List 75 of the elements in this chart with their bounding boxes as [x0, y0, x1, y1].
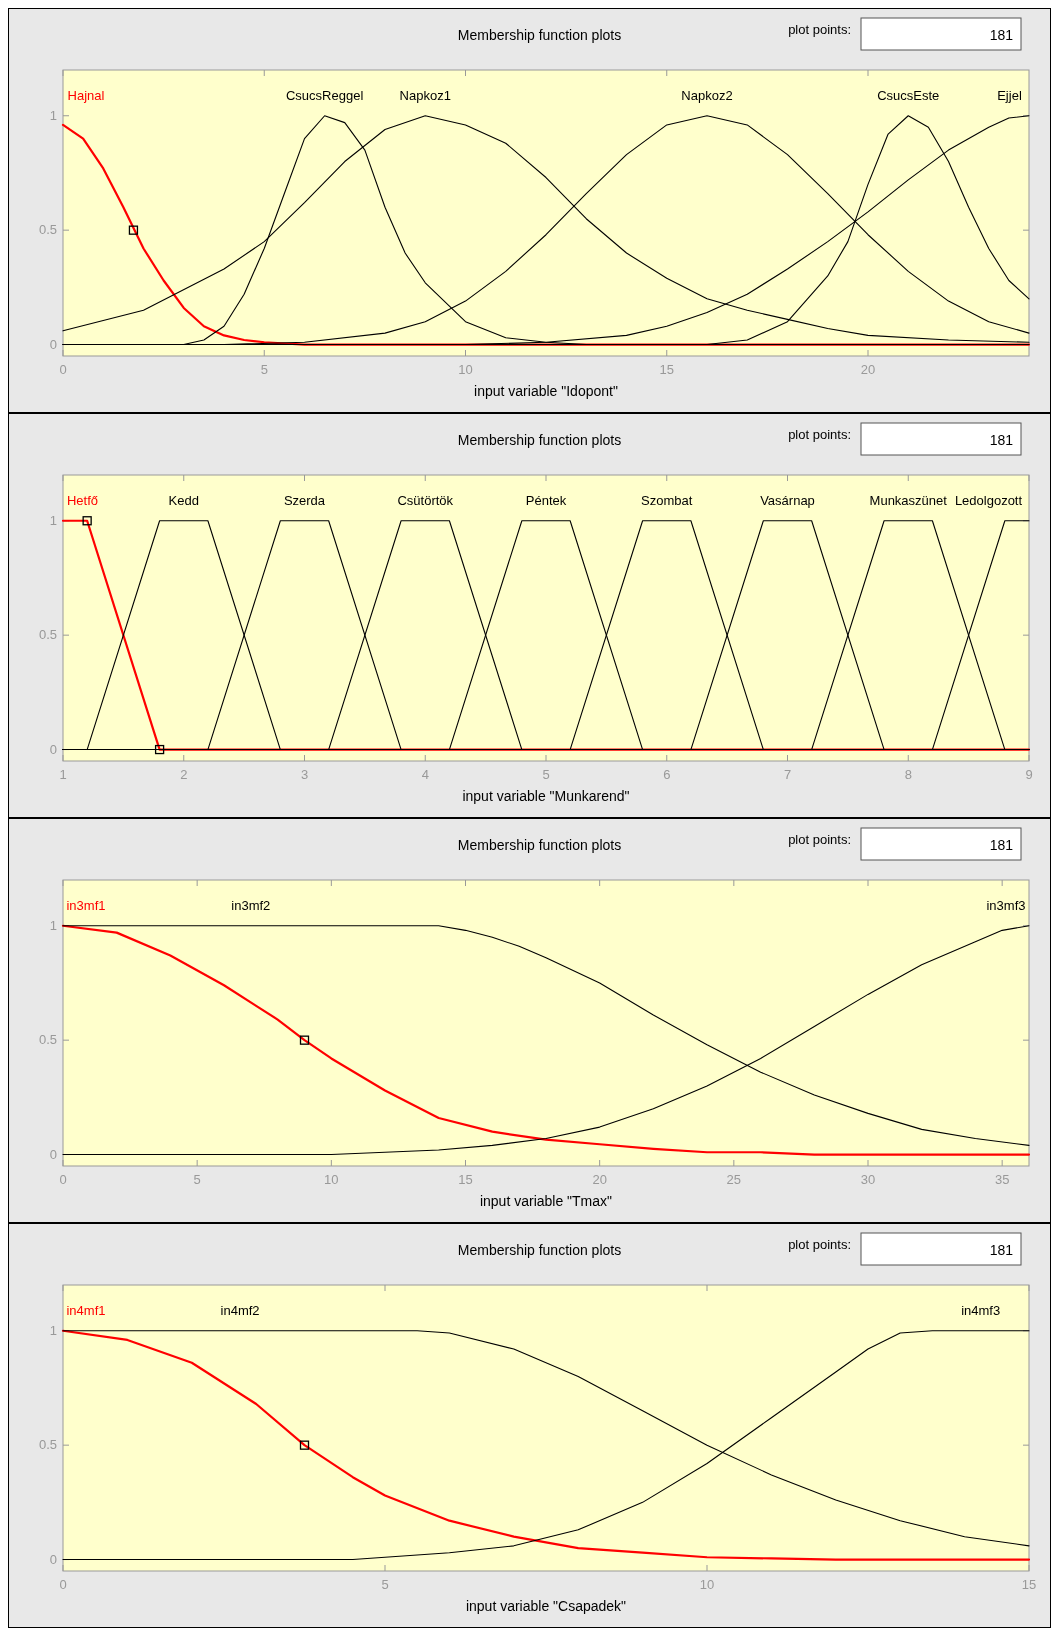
x-tick-label: 9 [1025, 767, 1033, 782]
x-tick-label: 15 [1021, 1577, 1037, 1592]
text: plot points: [788, 427, 851, 442]
x-tick-label: 5 [260, 362, 268, 377]
text-field: 181 [860, 827, 1022, 861]
y-tick-label: 0 [49, 336, 57, 352]
x-tick-label: 35 [994, 1172, 1010, 1187]
x-tick-label: 10 [699, 1577, 715, 1592]
text: plot points: [788, 1237, 851, 1252]
x-tick-label: 7 [783, 767, 792, 782]
y-tick-label: 0.5 [38, 627, 57, 643]
x-tick-label: 4 [421, 767, 429, 782]
series-label: Csütörtök [397, 492, 454, 508]
chart-title: Membership function plots [457, 837, 622, 853]
series-label: in3mf1 [66, 897, 106, 913]
series-label: Hajnal [67, 87, 105, 103]
x-axis-title: input variable "Csapadek" [465, 1598, 627, 1614]
series-label: Péntek [525, 492, 567, 508]
x-tick-label: 0 [59, 1172, 67, 1187]
series-label: in3mf2 [231, 897, 271, 913]
y-tick-label: 1 [49, 1322, 57, 1338]
y-tick-label: 0 [49, 1146, 57, 1162]
x-tick-label: 0 [59, 362, 67, 377]
y-tick-label: 0.5 [38, 1032, 57, 1048]
x-tick-label: 30 [860, 1172, 876, 1187]
series-label: in3mf3 [986, 897, 1026, 913]
y-tick-label: 0 [49, 1551, 57, 1567]
text: plot points: [788, 22, 851, 37]
x-tick-label: 15 [458, 1172, 473, 1187]
series-label: in4mf2 [220, 1302, 260, 1318]
text-field: 181 [860, 422, 1022, 456]
chart-title: Membership function plots [457, 432, 622, 448]
series-label: Hetfő [66, 492, 99, 508]
y-tick-label: 1 [49, 512, 57, 528]
series-label: Napkoz2 [681, 87, 733, 103]
y-tick-label: 0.5 [38, 222, 57, 238]
series-label: Ledolgozott [954, 492, 1023, 508]
y-tick-label: 0 [49, 741, 57, 757]
chart-title: Membership function plots [457, 27, 622, 43]
y-tick-label: 0.5 [38, 1437, 57, 1453]
series-label: Napkoz1 [399, 87, 451, 103]
x-tick-label: 6 [663, 767, 671, 782]
text-field: 181 [860, 1232, 1022, 1266]
y-tick-label: 1 [49, 107, 57, 123]
x-tick-label: 2 [180, 767, 188, 782]
series-label: CsucsReggel [285, 87, 364, 103]
x-tick-label: 10 [458, 362, 473, 377]
series-label: in4mf1 [66, 1302, 106, 1318]
y-tick-label: 1 [49, 917, 57, 933]
series-label: in4mf3 [961, 1302, 1001, 1318]
text: plot points: [788, 832, 851, 847]
series-label: Ejjel [997, 87, 1022, 103]
x-tick-label: 5 [381, 1577, 389, 1592]
x-tick-label: 20 [860, 362, 876, 377]
x-tick-label: 25 [726, 1172, 742, 1187]
x-axis-title: input variable "Tmax" [479, 1193, 613, 1209]
series-label: CsucsEste [877, 87, 940, 103]
x-tick-label: 20 [592, 1172, 607, 1187]
series-label: Vasárnap [760, 492, 815, 508]
series-label: Munkaszünet [869, 492, 948, 508]
series-label: Szombat [641, 492, 693, 508]
series-label: Szerda [283, 492, 326, 508]
x-tick-label: 8 [904, 767, 912, 782]
x-tick-label: 1 [59, 767, 67, 782]
x-tick-label: 0 [59, 1577, 67, 1592]
series-label: Kedd [168, 492, 199, 508]
x-axis-title: input variable "Idopont" [474, 383, 618, 399]
chart-title: Membership function plots [457, 1242, 622, 1258]
x-tick-label: 10 [324, 1172, 339, 1187]
text-field: 181 [860, 17, 1022, 51]
x-tick-label: 5 [542, 767, 550, 782]
x-axis-title: input variable "Munkarend" [462, 788, 630, 804]
x-tick-label: 15 [659, 362, 674, 377]
x-tick-label: 3 [300, 767, 309, 782]
x-tick-label: 5 [193, 1172, 201, 1187]
